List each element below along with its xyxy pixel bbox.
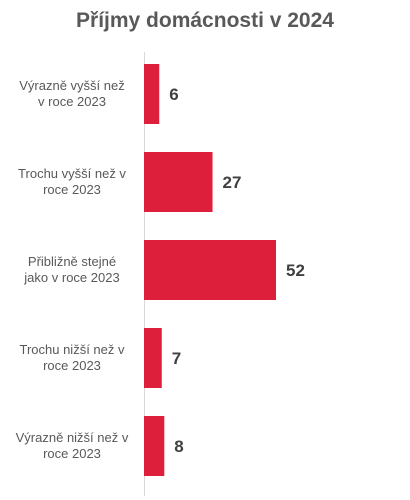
bar-4 [144, 328, 162, 388]
category-label-line: Výrazně nižší než v [16, 430, 129, 445]
category-label-line: roce 2023 [43, 446, 101, 461]
category-label-5: Výrazně nižší než v roce 2023 [16, 430, 129, 461]
bar-5 [144, 416, 165, 476]
category-label-3: Přibližně stejné jako v roce 2023 [23, 254, 119, 285]
category-label-1: Výrazně vyšší než v roce 2023 [19, 78, 125, 109]
bar-3 [144, 240, 276, 300]
category-label-2: Trochu vyšší než v roce 2023 [18, 166, 126, 197]
data-labels-group: 6 27 52 7 8 [169, 85, 305, 456]
category-label-line: Trochu nižší než v [19, 342, 125, 357]
category-label-line: roce 2023 [43, 358, 101, 373]
data-label-4: 7 [172, 349, 181, 368]
category-label-line: jako v roce 2023 [23, 270, 119, 285]
data-label-3: 52 [286, 261, 305, 280]
data-label-5: 8 [174, 437, 183, 456]
bar-1 [144, 64, 160, 124]
chart-title: Příjmy domácnosti v 2024 [76, 9, 334, 32]
category-label-line: Přibližně stejné [28, 254, 116, 269]
category-label-4: Trochu nižší než v roce 2023 [19, 342, 125, 373]
category-label-line: Výrazně vyšší než [19, 78, 125, 93]
bar-2 [144, 152, 213, 212]
data-label-2: 27 [223, 173, 242, 192]
data-label-1: 6 [169, 85, 178, 104]
category-label-line: Trochu vyšší než v [18, 166, 126, 181]
bars-group [144, 64, 276, 476]
category-label-line: roce 2023 [43, 182, 101, 197]
category-labels-group: Výrazně vyšší než v roce 2023 Trochu vyšší… [16, 78, 129, 461]
category-label-line: v roce 2023 [38, 94, 106, 109]
